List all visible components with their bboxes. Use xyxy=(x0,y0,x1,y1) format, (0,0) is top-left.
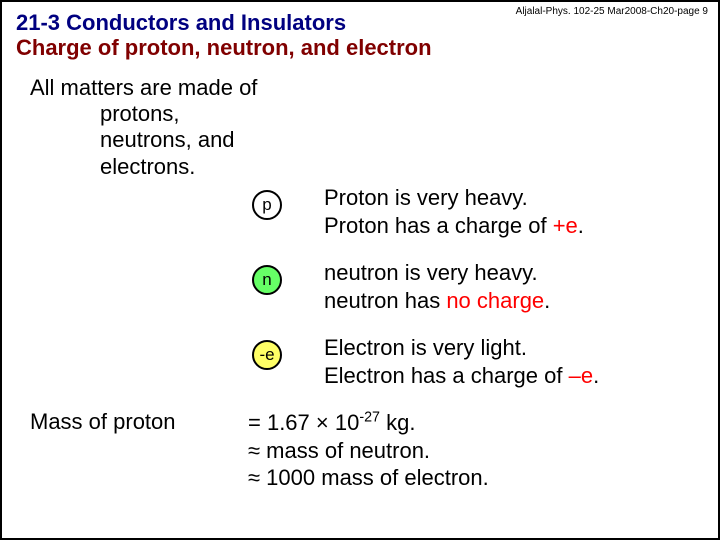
intro-line1: All matters are made of xyxy=(30,75,704,101)
mass-line1: = 1.67 × 10-27 kg. xyxy=(248,409,489,437)
intro-line3: neutrons, and xyxy=(100,127,704,153)
mass-label: Mass of proton xyxy=(30,409,248,435)
neutron-line2: neutron has no charge. xyxy=(324,287,550,315)
intro-line4: electrons. xyxy=(100,154,704,180)
proton-row: p Proton is very heavy. Proton has a cha… xyxy=(16,184,704,239)
mass-values: = 1.67 × 10-27 kg. ≈ mass of neutron. ≈ … xyxy=(248,409,489,492)
particle-list: p Proton is very heavy. Proton has a cha… xyxy=(16,184,704,389)
header-reference: Aljalal-Phys. 102-25 Mar2008-Ch20-page 9 xyxy=(516,6,708,17)
neutron-row: n neutron is very heavy. neutron has no … xyxy=(16,259,704,314)
mass-row: Mass of proton = 1.67 × 10-27 kg. ≈ mass… xyxy=(16,409,704,492)
electron-text: Electron is very light. Electron has a c… xyxy=(324,334,599,389)
neutron-icon: n xyxy=(252,265,282,295)
electron-row: -e Electron is very light. Electron has … xyxy=(16,334,704,389)
neutron-text: neutron is very heavy. neutron has no ch… xyxy=(324,259,550,314)
electron-line2: Electron has a charge of –e. xyxy=(324,362,599,390)
intro-line2: protons, xyxy=(100,101,704,127)
electron-line1: Electron is very light. xyxy=(324,334,599,362)
subtitle: Charge of proton, neutron, and electron xyxy=(16,35,704,60)
electron-icon: -e xyxy=(252,340,282,370)
neutron-line1: neutron is very heavy. xyxy=(324,259,550,287)
proton-icon: p xyxy=(252,190,282,220)
proton-text: Proton is very heavy. Proton has a charg… xyxy=(324,184,584,239)
intro-text: All matters are made of protons, neutron… xyxy=(30,75,704,181)
slide-frame: Aljalal-Phys. 102-25 Mar2008-Ch20-page 9… xyxy=(0,0,720,540)
proton-line2: Proton has a charge of +e. xyxy=(324,212,584,240)
mass-line2: ≈ mass of neutron. xyxy=(248,437,489,465)
proton-line1: Proton is very heavy. xyxy=(324,184,584,212)
mass-line3: ≈ 1000 mass of electron. xyxy=(248,464,489,492)
